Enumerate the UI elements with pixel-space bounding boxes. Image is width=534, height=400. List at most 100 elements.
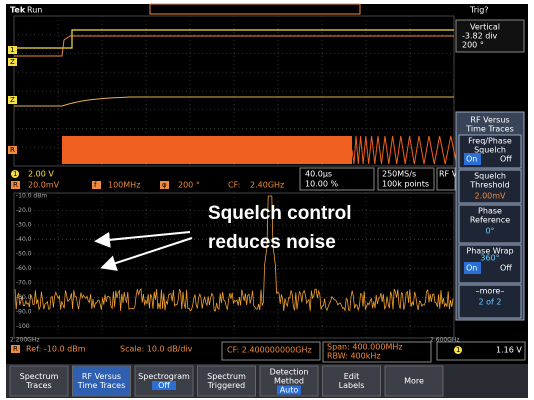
freq-badge [92,181,101,189]
menu-button-label: RF Versus [82,372,121,381]
record-length: 100k points [382,180,429,189]
spectrum-trace [14,195,454,312]
channel-marker-label: Z [10,96,15,104]
menu-button-label: Triggered [207,381,245,390]
rf-burst [62,136,352,164]
trigger-state: Trig? [469,6,489,15]
freq: 100MHz [108,181,140,190]
menu-button[interactable] [197,365,256,397]
menu-button[interactable] [384,365,444,397]
side-menu-label: Squelch [474,146,506,155]
menu-button-value-bg [152,381,176,390]
side-menu-label: Reference [470,216,510,225]
cf-box [221,341,321,361]
menu-button-value-bg [277,385,301,395]
toggle-off-label: Off [500,155,512,164]
side-menu-button[interactable] [458,204,522,244]
menu-button-label: Time Traces [77,381,126,390]
chirp-trace [351,135,464,165]
channel-marker [8,58,17,66]
menu-button-label: Edit [344,372,360,381]
brand: Tek [10,6,26,15]
menu-button-label: Spectrum [207,372,246,381]
phase-badge [160,181,169,189]
timebase: 40.0µs [305,170,332,179]
ref-label: R [13,181,18,189]
arrow [94,231,191,248]
amplitude-trace [14,96,454,107]
menu-button[interactable] [9,365,69,397]
side-menu-button[interactable] [458,284,522,319]
cf-label: CF: [228,181,240,190]
menu-button-label: More [404,377,424,386]
y-label: -100 [16,323,30,330]
center-frequency: CF: 2.400000000GHz [227,346,312,355]
channel-marker [8,96,17,104]
rf-tab: RF V [439,170,458,179]
rf-tab-box [436,167,456,191]
freq-icon: f [94,181,97,189]
menu-button[interactable] [72,365,131,397]
span-box [322,341,432,363]
vertical-offset: -3.82 div [462,32,498,41]
menu-button[interactable] [322,365,381,397]
y-label: -60.0 [16,265,32,272]
channel-marker [8,146,17,154]
scale: Scale: 10.0 dB/div [120,345,193,354]
side-menu-label: Squelch [474,172,506,181]
vertical-title: Vertical [470,23,500,32]
timebase-box [299,167,375,191]
phase-icon: φ [162,181,167,189]
rbw: RBW: 400kHz [327,352,381,361]
trigger-level: 1.16 V [496,346,522,355]
channel-marker [8,46,17,54]
annotation-line: reduces noise [208,232,336,253]
arrow [100,237,193,271]
channel-marker-label: 1 [10,46,14,54]
ch1-trace [14,29,454,49]
trigger-badge [454,346,462,354]
menu-button-label: Spectrogram [138,372,190,381]
trigger-box [436,341,526,361]
trigger-channel: 1 [456,346,460,354]
toggle-on-label: On [466,264,477,273]
vertical-phase: 200 ° [462,41,484,50]
annotation-line: Squelch control [208,203,352,224]
ch1-label: 1 [13,170,17,178]
ref-label: R [13,345,18,353]
side-menu-label: Phase Wrap [466,247,513,256]
side-menu-label: Freq/Phase [468,137,512,146]
menu-button-label: Labels [339,381,365,390]
y-label: -10.0 dBm [16,193,47,200]
ref-badge [11,345,20,353]
menu-button-value: Auto [280,386,299,395]
y-label: -70.0 [16,280,32,287]
spectrum-grid [14,193,454,338]
menu-button-label: Spectrum [20,372,59,381]
side-menu-title: RF Versus [470,116,509,125]
channel-marker-label: R [10,146,15,154]
phase: 200 ° [178,181,200,190]
side-menu-label: Threshold [469,181,509,190]
x-end: 2.600GHz [430,337,460,344]
phase-trace [14,35,454,57]
y-label: -90.0 [16,309,32,316]
ref-level: Ref: -10.0 dBm [26,345,86,354]
y-label: -20.0 [16,207,32,214]
y-label: -80.0 [16,294,32,301]
cf: 2.40GHz [250,181,284,190]
menu-button-label: Method [274,377,304,386]
side-menu-title: Time Traces [465,125,514,134]
y-label: -40.0 [16,236,32,243]
span: Span: 400.000MHz [327,343,403,352]
channel-marker-label: Z [10,58,15,66]
side-menu-button[interactable] [458,169,522,204]
record-view [149,3,361,15]
menu-button-value: Off [158,381,170,390]
side-menu-value: 360° [480,254,499,263]
side-menu-value: 2 of 2 [479,298,502,307]
side-menu-label: Phase [478,207,502,216]
side-menu-value: 0° [485,227,494,236]
ref-badge [11,181,20,189]
